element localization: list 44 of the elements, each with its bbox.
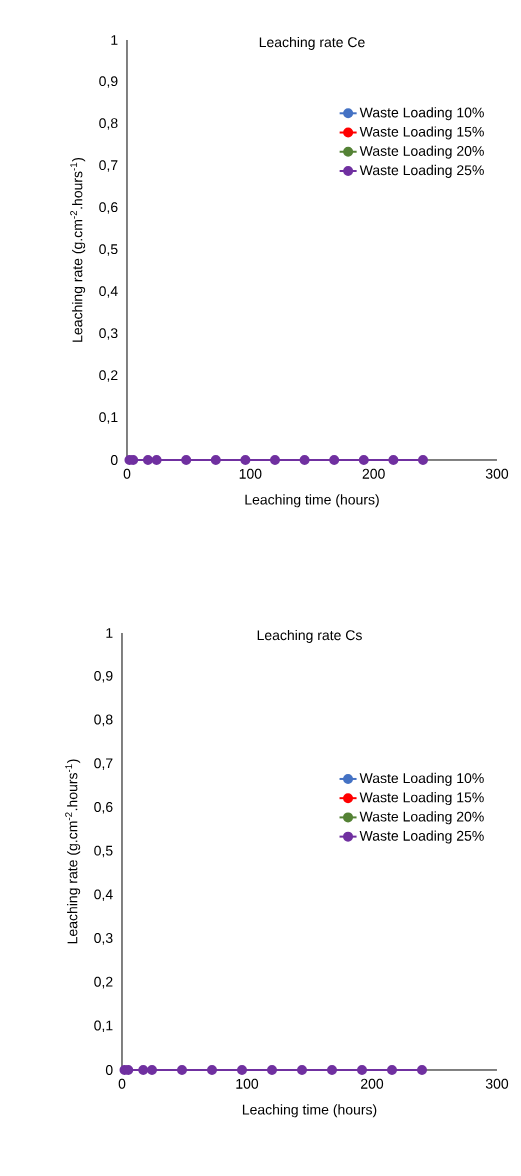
y-tick-label: 0,1 — [99, 412, 118, 424]
y-tick-label: 0 — [110, 455, 118, 465]
legend-label: Waste Loading 20% — [359, 811, 484, 825]
y-tick-label: 1 — [106, 628, 113, 638]
x-tick-label: 200 — [362, 468, 385, 479]
x-tick-label: 0 — [123, 468, 131, 479]
x-tick-label: 100 — [239, 468, 262, 479]
y-tick-label: 0,1 — [94, 1020, 113, 1033]
y-tick-label: 0,7 — [94, 758, 113, 770]
legend-label: Waste Loading 25% — [359, 164, 484, 178]
y-tick-label: 0,5 — [99, 244, 118, 256]
y-tick-label: 0 — [105, 1065, 113, 1075]
legend-label: Waste Loading 15% — [359, 792, 484, 806]
x-tick-label: 0 — [118, 1078, 126, 1089]
y-tick-label: 0,6 — [94, 802, 113, 814]
y-tick-label: 0,8 — [94, 714, 113, 727]
x-tick-label: 300 — [485, 468, 509, 479]
x-tick-label: 300 — [485, 1078, 509, 1089]
legend-label: Waste Loading 25% — [359, 830, 484, 844]
x-axis-title: Leaching time (hours) — [245, 494, 379, 508]
y-axis-title: Leaching rate (g.cm$^{-2}$.hours$^{-1}$) — [70, 157, 86, 342]
x-tick-label: 100 — [236, 1078, 259, 1089]
y-tick-label: 0,8 — [99, 118, 118, 130]
y-tick-label: 0,5 — [94, 845, 113, 858]
chart-title: Leaching rate Ce — [259, 36, 365, 50]
y-tick-label: 0,2 — [94, 976, 113, 989]
y-tick-label: 1 — [111, 35, 118, 45]
y-tick-label: 0,4 — [99, 286, 118, 298]
legend-label: Waste Loading 20% — [359, 145, 484, 159]
legend-label: Waste Loading 10% — [359, 772, 484, 786]
y-tick-label: 0,7 — [99, 160, 118, 172]
y-axis-title: Leaching rate (g.cm$^{-2}$.hours$^{-1}$) — [65, 759, 81, 944]
y-tick-label: 0,9 — [94, 670, 113, 683]
chart-title: Leaching rate Cs — [257, 629, 362, 643]
y-tick-label: 0,2 — [99, 370, 118, 382]
legend-label: Waste Loading 10% — [359, 107, 484, 121]
y-tick-label: 0,4 — [94, 889, 113, 901]
y-tick-label: 0,3 — [94, 933, 113, 945]
x-tick-label: 200 — [361, 1078, 384, 1089]
x-axis-title: Leaching time (hours) — [242, 1104, 377, 1118]
y-tick-label: 0,6 — [99, 202, 118, 214]
legend-label: Waste Loading 15% — [359, 126, 484, 140]
y-tick-label: 0,3 — [99, 328, 118, 340]
y-tick-label: 0,9 — [99, 76, 118, 88]
